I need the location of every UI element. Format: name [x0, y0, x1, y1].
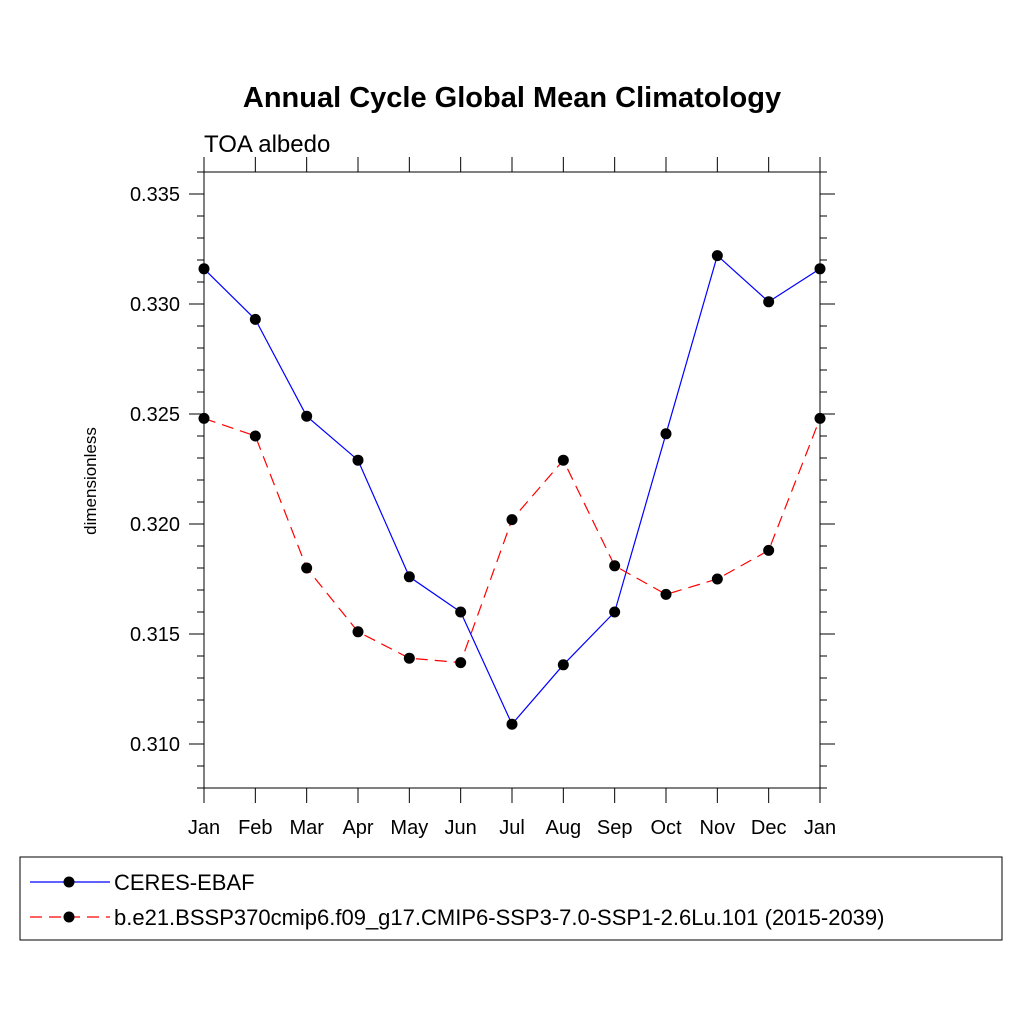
x-tick-label: Apr — [342, 817, 373, 839]
x-tick-label: Jun — [445, 817, 477, 839]
x-tick-label: Feb — [238, 817, 272, 839]
series-0-point — [557, 659, 569, 671]
series-1-point — [763, 544, 775, 556]
series-0-point — [506, 718, 518, 730]
y-axis-label: dimensionless — [81, 427, 100, 535]
chart-title: Annual Cycle Global Mean Climatology — [243, 82, 781, 114]
series-line-1 — [203, 417, 821, 664]
y-tick-label: 0.310 — [130, 734, 180, 756]
y-tick-label: 0.330 — [130, 294, 180, 316]
axis-ticks — [189, 157, 835, 803]
series-0-point — [249, 313, 261, 325]
series-1-point — [198, 412, 210, 424]
series-0-point — [763, 296, 775, 308]
series-0-point — [198, 263, 210, 275]
series-1-point — [403, 652, 415, 664]
x-tick-label: Sep — [597, 817, 633, 839]
legend-marker-1 — [63, 911, 75, 923]
y-tick-label: 0.320 — [130, 514, 180, 536]
series-1-point — [506, 514, 518, 526]
legend-label-0: CERES-EBAF — [114, 870, 255, 895]
series-layer — [198, 250, 826, 730]
series-1-point — [557, 454, 569, 466]
x-tick-label: Mar — [289, 817, 324, 839]
series-1-point — [249, 430, 261, 442]
x-tick-label: Jul — [499, 817, 525, 839]
tick-labels: 0.310 0.315 0.320 0.325 0.330 0.335 Jan Feb Mar A… — [130, 184, 836, 839]
series-1-point — [455, 657, 467, 669]
y-tick-label: 0.325 — [130, 404, 180, 426]
series-line-0 — [203, 254, 821, 726]
series-1-point — [609, 560, 621, 572]
x-tick-label: May — [390, 817, 428, 839]
series-0-point — [301, 410, 313, 422]
y-tick-label: 0.315 — [130, 624, 180, 646]
series-0-point — [711, 250, 723, 262]
series-0-point — [814, 263, 826, 275]
series-0-point — [352, 454, 364, 466]
y-tick-label: 0.335 — [130, 184, 180, 206]
x-tick-label: Nov — [700, 817, 736, 839]
series-1-point — [352, 626, 364, 638]
x-tick-label: Jan — [804, 817, 836, 839]
legend: CERES-EBAF b.e21.BSSP370cmip6.f09_g17.CMI… — [30, 870, 884, 930]
series-1-point — [301, 562, 313, 574]
legend-box — [19, 856, 1003, 941]
x-tick-label: Dec — [751, 817, 787, 839]
series-0-point — [609, 606, 621, 618]
series-0-point — [660, 428, 672, 440]
series-0-point — [403, 571, 415, 583]
series-1-point — [711, 573, 723, 585]
series-1-point — [814, 412, 826, 424]
legend-marker-0 — [63, 876, 75, 888]
series-1-point — [660, 588, 672, 600]
chart-subtitle: TOA albedo — [204, 131, 330, 158]
x-tick-label: Aug — [546, 817, 582, 839]
x-tick-label: Oct — [650, 817, 682, 839]
series-0-point — [455, 606, 467, 618]
legend-label-1: b.e21.BSSP370cmip6.f09_g17.CMIP6-SSP3-7.… — [114, 905, 884, 930]
x-tick-label: Jan — [188, 817, 220, 839]
